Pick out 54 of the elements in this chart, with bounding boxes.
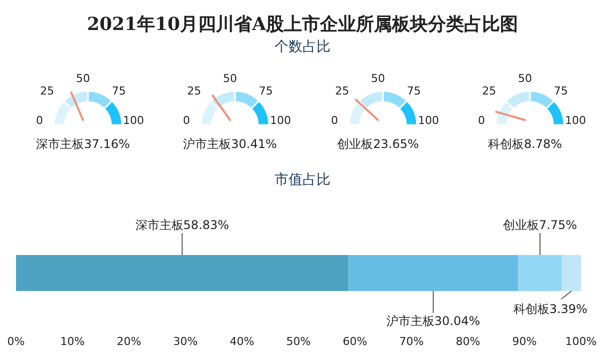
text: 50 — [223, 72, 238, 85]
chart-title: 市值占比 — [274, 171, 332, 190]
x-tick-label: 20% — [116, 334, 142, 348]
x-tick-label: 70% — [399, 334, 424, 348]
text: 75 — [554, 84, 568, 98]
text: 25 — [187, 84, 202, 98]
data-label: 37.16% — [84, 137, 130, 151]
category-label: 深市主板 — [36, 137, 84, 151]
x-tick-label: 80% — [456, 334, 480, 348]
x-tick-label: 50% — [286, 334, 311, 348]
text: 50 — [76, 72, 90, 85]
text: 75 — [406, 84, 420, 98]
text: 0 — [183, 114, 190, 127]
data-label: 30.04% — [434, 314, 480, 328]
text: 75 — [259, 84, 274, 98]
bar — [348, 255, 518, 291]
text: 0 — [478, 114, 485, 127]
data-label: 58.83% — [183, 218, 230, 232]
data-label: 3.39% — [549, 302, 588, 316]
bar — [562, 255, 581, 291]
x-tick-label: 10% — [60, 334, 85, 348]
text: 0 — [36, 114, 43, 127]
x-tick-label: 30% — [173, 334, 198, 348]
bar — [518, 255, 562, 291]
data-label: 8.78% — [524, 137, 562, 151]
text: 75 — [112, 84, 126, 98]
text: 100 — [123, 114, 144, 127]
series-label: 沪市主板 — [386, 314, 434, 328]
series-label: 创业板 — [502, 218, 539, 232]
x-tick-label: 100% — [565, 334, 597, 348]
category-label: 创业板 — [336, 137, 373, 151]
text: 50 — [518, 72, 532, 85]
text: 25 — [334, 84, 349, 98]
text: 2021年10月四川省A股上市企业所属板块分类占比图 — [86, 13, 520, 37]
text: 个数占比 — [274, 38, 332, 57]
series-label: 深市主板 — [135, 218, 184, 232]
text: 50 — [370, 72, 384, 85]
x-tick-label: 90% — [512, 334, 537, 348]
series-label: 科创板 — [513, 302, 550, 316]
x-tick-label: 60% — [342, 334, 368, 348]
text: 0 — [330, 114, 338, 127]
text: 100 — [564, 114, 586, 127]
category-label: 沪市主板 — [183, 137, 232, 151]
text: 25 — [482, 84, 496, 98]
x-tick-label: 0% — [7, 334, 25, 348]
data-label: 23.65% — [372, 137, 418, 151]
x-tick-label: 40% — [230, 334, 254, 348]
text: 25 — [40, 84, 54, 98]
data-label: 30.41% — [231, 137, 278, 151]
category-label: 科创板 — [488, 137, 524, 151]
bar — [16, 255, 348, 291]
text: 100 — [418, 114, 438, 127]
data-label: 7.75% — [538, 218, 578, 232]
text: 100 — [270, 114, 292, 127]
